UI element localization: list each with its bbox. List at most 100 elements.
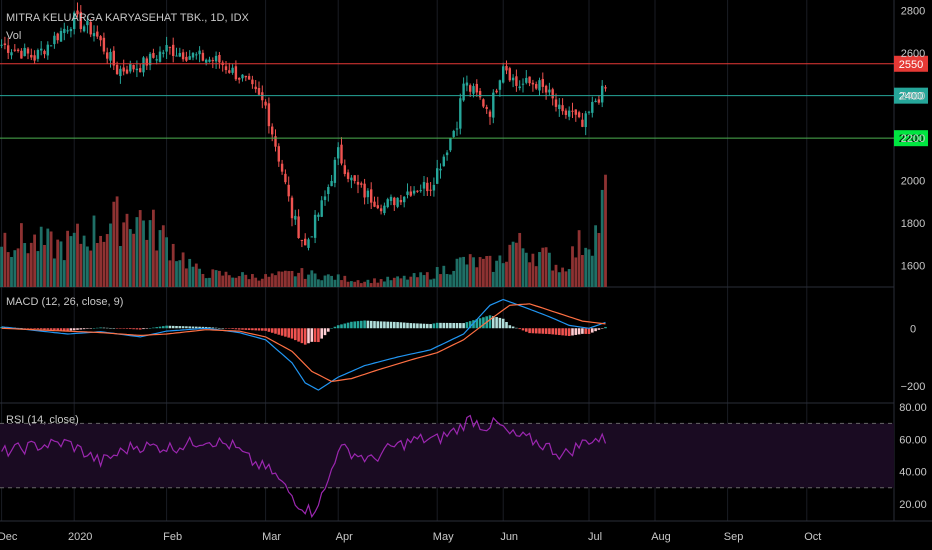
volume-bar <box>244 274 248 287</box>
macd-histogram-bar <box>152 327 155 329</box>
volume-bar <box>386 276 390 287</box>
macd-histogram-bar <box>92 328 96 329</box>
symbol-title[interactable]: MITRA KELUARGA KARYASEHAT TBK., 1D, IDX <box>6 12 250 24</box>
time-tick-label: Dec <box>0 531 18 543</box>
volume-bar <box>36 251 40 287</box>
candle-body <box>132 65 135 70</box>
volume-bar <box>330 275 333 287</box>
candlesticks[interactable] <box>0 2 607 251</box>
candle-body <box>152 52 155 58</box>
candle-body <box>313 214 317 238</box>
macd-histogram-bar <box>30 328 33 329</box>
volume-bar <box>208 277 211 287</box>
candle-body <box>119 68 122 77</box>
macd-histogram-bar <box>237 328 241 330</box>
volume-bar <box>234 277 238 287</box>
volume-bar <box>128 229 132 287</box>
candle-body <box>63 28 66 33</box>
volume-bar <box>435 267 439 287</box>
candle-body <box>412 190 416 194</box>
macd-histogram-bar <box>218 327 221 329</box>
volume-bar <box>584 247 588 287</box>
macd-histogram-bar <box>577 328 581 335</box>
candle-body <box>30 54 33 58</box>
candle-body <box>241 74 244 79</box>
volume-bar <box>171 243 175 287</box>
volume-bar <box>419 272 423 287</box>
horizontal-levels[interactable]: 2550 2400 2200 <box>0 55 928 147</box>
volume-label[interactable]: Vol <box>6 30 21 42</box>
candle-body <box>525 77 528 83</box>
candle-body <box>208 59 211 62</box>
macd-histogram-bar <box>290 328 294 339</box>
macd-label[interactable]: MACD (12, 26, close, 9) <box>6 296 123 308</box>
volume-bar <box>600 189 604 287</box>
volume-bar <box>122 222 126 287</box>
macd-histogram-bar <box>138 328 142 330</box>
macd-histogram-bar <box>66 328 69 331</box>
macd-histogram-bar <box>581 328 584 334</box>
level-label-resistance: 2550 <box>899 59 923 71</box>
candle-body <box>541 79 544 87</box>
candle-body <box>267 103 271 127</box>
macd-histogram-bar <box>122 328 125 329</box>
macd-histogram-bar <box>23 328 26 329</box>
macd-histogram-bar <box>79 328 83 330</box>
macd-histogram-bar <box>416 323 419 329</box>
volume-bar <box>251 274 254 287</box>
volume-bar <box>399 278 403 287</box>
candle-body <box>551 89 554 99</box>
candle-body <box>346 172 350 179</box>
macd-histogram-bar <box>525 328 528 332</box>
macd-histogram-bar <box>280 328 284 336</box>
volume-bar <box>76 223 79 287</box>
candle-body <box>393 197 396 206</box>
candle-body <box>16 49 20 51</box>
candle-body <box>432 184 436 191</box>
volume-bar <box>105 234 109 287</box>
macd-histogram-bar <box>564 328 568 336</box>
volume-bar <box>333 279 337 287</box>
volume-bar <box>307 274 310 287</box>
volume-bar <box>79 243 83 287</box>
volume-bar <box>594 225 597 287</box>
time-tick-label: 2020 <box>68 531 92 543</box>
candle-body <box>191 53 195 58</box>
macd-histogram-bar <box>396 322 399 329</box>
candle-body <box>102 37 106 52</box>
candle-body <box>320 200 323 217</box>
macd-histogram-bar <box>475 319 479 329</box>
macd-histogram-bar <box>323 328 327 336</box>
macd-histogram-bar <box>20 328 23 329</box>
candle-body <box>33 55 36 61</box>
macd-histogram-bar <box>264 328 267 331</box>
volume-bar <box>254 277 258 287</box>
macd-histogram-bar <box>472 320 475 329</box>
macd-histogram-bar <box>155 327 158 329</box>
candle-body <box>142 57 145 73</box>
macd-histogram-bar <box>115 328 119 329</box>
candle-body <box>406 191 409 195</box>
volume-bar <box>125 213 129 287</box>
macd-histogram-bar <box>46 328 50 330</box>
candle-body <box>234 66 238 80</box>
macd-axis-ticks: 0 −200 <box>901 323 926 393</box>
candle-body <box>228 70 231 73</box>
macd-histogram <box>0 315 607 345</box>
candle-body <box>66 30 69 32</box>
volume-bar <box>524 252 528 287</box>
rsi-label[interactable]: RSI (14, close) <box>6 414 79 426</box>
macd-histogram-bar <box>412 323 416 329</box>
volume-bar <box>544 247 548 287</box>
macd-histogram-bar <box>419 323 422 329</box>
volume-bar <box>56 239 60 287</box>
volume-bar <box>59 241 63 287</box>
candle-body <box>597 99 601 103</box>
price-tick-label: 2200 <box>901 133 925 145</box>
volume-bar <box>204 278 208 287</box>
candle-body <box>231 67 234 73</box>
candle-body <box>290 197 294 219</box>
macd-histogram-bar <box>307 328 310 344</box>
volume-bar <box>198 268 201 287</box>
